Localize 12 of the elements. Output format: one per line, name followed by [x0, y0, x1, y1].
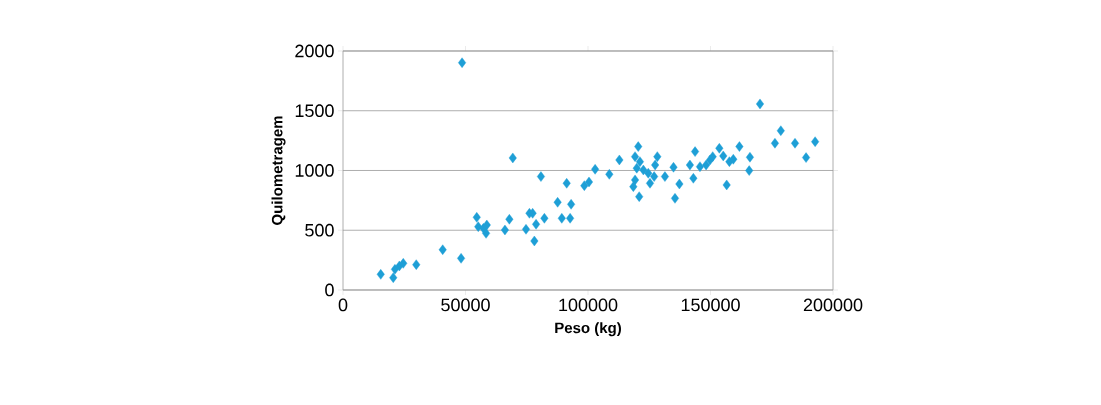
- y-tick-label: 1500: [295, 104, 334, 118]
- x-tick-label: 0: [338, 298, 348, 312]
- y-axis-title: Quilometragem: [271, 116, 286, 225]
- y-tick-label: 2000: [295, 44, 334, 58]
- x-tick-label: 100000: [559, 298, 618, 312]
- x-tick-label: 50000: [441, 298, 490, 312]
- y-tick-label: 1000: [295, 164, 334, 177]
- x-tick-label: 200000: [803, 298, 863, 312]
- y-tick-label: 500: [305, 223, 334, 237]
- y-tick-label: 0: [325, 283, 334, 297]
- x-tick-label: 150000: [681, 298, 740, 312]
- x-axis-title: Peso (kg): [555, 322, 621, 337]
